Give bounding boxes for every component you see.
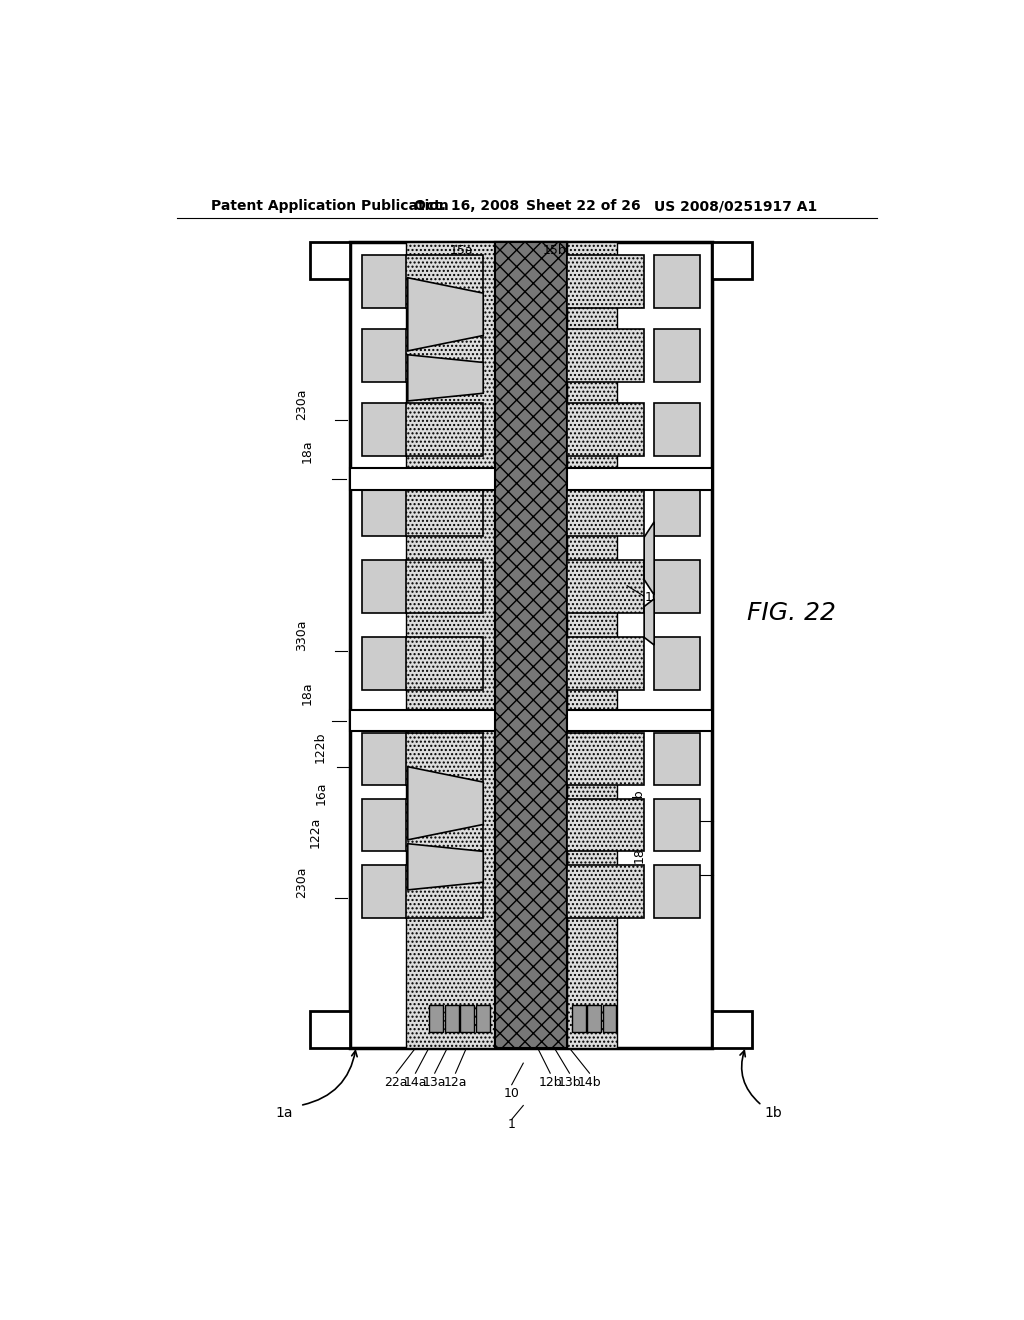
Text: 1b: 1b [765,1106,782,1121]
Text: 1a: 1a [275,1106,293,1121]
Polygon shape [408,277,483,351]
Bar [310,1011,350,1048]
Text: 330a: 330a [295,619,308,651]
Bar [429,1006,443,1032]
Bar [567,560,644,612]
Bar [654,404,700,455]
Bar [361,256,408,308]
Polygon shape [644,521,654,595]
Bar [407,483,483,536]
Bar [361,866,408,917]
Bar [712,1011,752,1048]
Bar [654,638,700,689]
Polygon shape [408,767,483,840]
Bar [587,1006,601,1032]
Polygon shape [644,599,654,645]
Text: 14a: 14a [403,1076,427,1089]
Bar [567,733,644,785]
Text: 18a: 18a [301,440,314,462]
Text: 230a: 230a [295,866,308,898]
Bar [407,256,483,308]
Bar [361,799,408,851]
Text: 16b: 16b [645,591,669,603]
Text: Sheet 22 of 26: Sheet 22 of 26 [525,199,640,213]
Bar [361,638,408,689]
Bar [407,799,483,851]
Bar [310,242,350,279]
Bar [407,733,483,785]
Bar [361,483,408,536]
Text: 13b: 13b [558,1076,582,1089]
Text: 13a: 13a [423,1076,446,1089]
Bar [495,242,567,1048]
Text: 14b: 14b [578,1076,601,1089]
Text: 16a: 16a [315,781,328,805]
Bar [361,404,408,455]
Bar [407,866,483,917]
Bar [567,866,644,917]
Polygon shape [408,843,483,890]
Bar [407,242,495,1048]
Bar [654,560,700,612]
Text: 122b: 122b [313,731,327,763]
Bar [602,1006,616,1032]
Bar [567,710,712,731]
Text: 1: 1 [508,1118,516,1131]
Bar [350,710,495,731]
Bar [350,469,495,490]
Text: 12b: 12b [539,1076,562,1089]
Bar [654,483,700,536]
Text: 122a: 122a [309,816,322,847]
Bar [567,799,644,851]
Bar [361,330,408,381]
Bar [567,483,644,536]
Bar [567,469,712,490]
Bar [654,330,700,381]
Bar [654,733,700,785]
Text: 18a: 18a [301,681,314,705]
Bar [567,330,644,381]
Bar [571,1006,586,1032]
Bar [460,1006,474,1032]
Text: 18b: 18b [632,840,645,863]
Text: 15a: 15a [450,244,473,257]
Bar [654,799,700,851]
Bar [444,1006,459,1032]
Text: 230b: 230b [632,789,645,821]
Text: 22a: 22a [384,1076,408,1089]
Bar [567,256,644,308]
Text: 12a: 12a [443,1076,467,1089]
Text: 15b: 15b [543,244,566,257]
Bar [407,330,483,381]
Bar [407,560,483,612]
Bar [361,560,408,612]
Bar [654,256,700,308]
Text: 230a: 230a [295,388,308,420]
Bar [407,638,483,689]
Bar [407,404,483,455]
Text: US 2008/0251917 A1: US 2008/0251917 A1 [654,199,817,213]
Bar [567,638,644,689]
Bar [712,242,752,279]
Bar [476,1006,490,1032]
Bar [350,242,712,1048]
Bar [567,404,644,455]
Bar [361,733,408,785]
Text: Patent Application Publication: Patent Application Publication [211,199,450,213]
Polygon shape [408,355,483,401]
Text: 10: 10 [504,1088,519,1101]
Bar [567,242,617,1048]
Bar [654,866,700,917]
Text: Oct. 16, 2008: Oct. 16, 2008 [414,199,519,213]
Text: FIG. 22: FIG. 22 [746,601,836,624]
Bar [495,242,567,1048]
